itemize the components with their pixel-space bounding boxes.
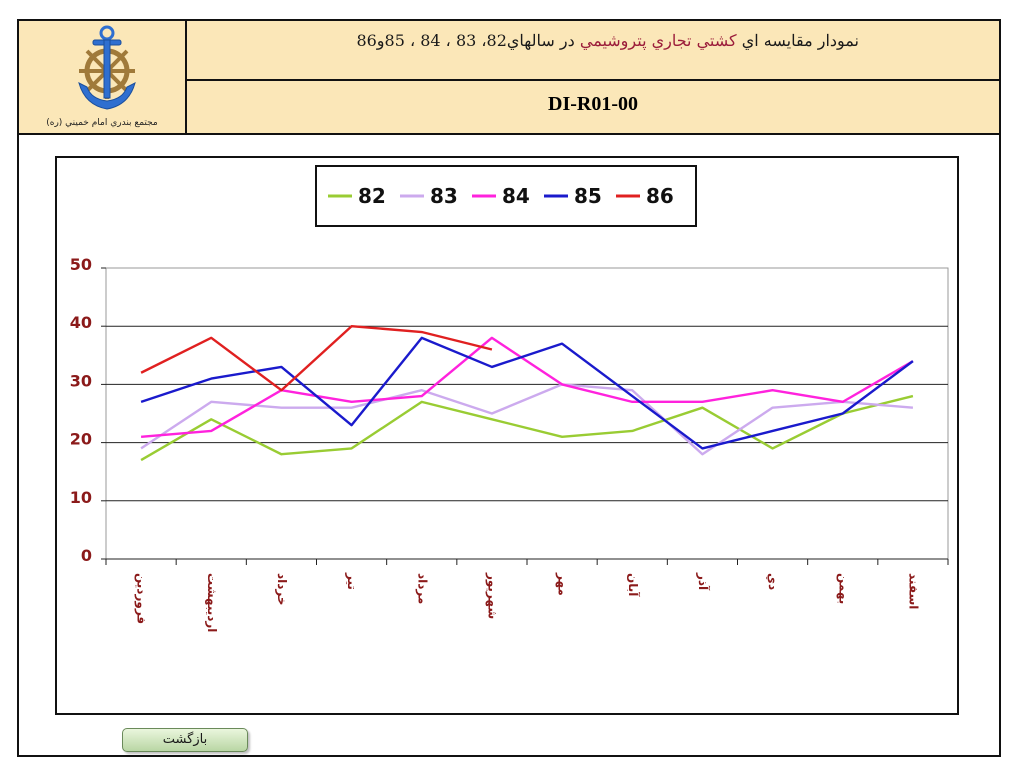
- x-tick-label: اسفند: [906, 573, 920, 609]
- legend-label: 86: [646, 184, 674, 208]
- x-tick-label: دي: [766, 573, 780, 590]
- series-line-82: [140, 394, 914, 462]
- y-tick-label: 10: [70, 488, 92, 507]
- x-tick-label: آذر: [696, 572, 711, 591]
- back-button[interactable]: بازگشت: [122, 728, 248, 752]
- series-line-84: [140, 336, 914, 438]
- title-cell: نمودار مقايسه اي كشتي تجاري پتروشيمي در …: [187, 21, 999, 81]
- legend-label: 84: [502, 184, 530, 208]
- series-line-83: [140, 383, 914, 456]
- y-tick-label: 50: [70, 255, 92, 274]
- logo-cell: مجتمع بندري امام خميني (ره): [19, 21, 187, 133]
- logo-caption: مجتمع بندري امام خميني (ره): [46, 118, 158, 128]
- legend-label: 85: [574, 184, 602, 208]
- x-tick-label: فروردين: [134, 573, 149, 624]
- anchor-logo-icon: [78, 25, 136, 110]
- y-tick-label: 30: [70, 371, 92, 390]
- plot-area: 0 10 20 30 40 50 فروردين ارديبهشت خرداد تير مرداد ش…: [70, 255, 949, 632]
- y-tick-label: 20: [70, 430, 92, 449]
- y-tick-label: 40: [70, 313, 92, 332]
- x-tick-label: آبان: [626, 573, 641, 597]
- line-chart: 82 83 84 85 86 0 10 20 30 40 50 فروردين ارديبهشت خرد…: [70, 165, 949, 632]
- title-suffix: در سالهاي82، 83 ، 84 ، 85و86: [356, 31, 580, 50]
- page-title: نمودار مقايسه اي كشتي تجاري پتروشيمي در …: [356, 31, 859, 50]
- chart-legend: 82 83 84 85 86: [315, 165, 697, 227]
- code-cell: DI-R01-00: [187, 81, 999, 133]
- y-tick-label: 0: [81, 546, 92, 565]
- document-code: DI-R01-00: [548, 93, 638, 115]
- x-tick-label: مرداد: [415, 573, 429, 604]
- header: مجتمع بندري امام خميني (ره) نمودار مقايس…: [17, 19, 1001, 135]
- series-line-85: [140, 336, 914, 450]
- x-tick-label: بهمن: [836, 573, 850, 604]
- x-tick-label: شهريور: [484, 572, 499, 619]
- x-tick-label: ارديبهشت: [205, 573, 219, 632]
- x-tick-label: خرداد: [275, 573, 289, 606]
- title-prefix: نمودار مقايسه اي: [736, 31, 859, 50]
- legend-label: 82: [358, 184, 386, 208]
- title-highlight: كشتي تجاري پتروشيمي: [579, 31, 737, 50]
- plot-border: [105, 267, 949, 560]
- x-tick-label: مهر: [556, 572, 570, 596]
- x-tick-label: تير: [345, 572, 359, 590]
- series-line-86: [140, 324, 493, 392]
- legend-label: 83: [430, 184, 458, 208]
- chart-container: 82 83 84 85 86 0 10 20 30 40 50 فروردين ارديبهشت خرد…: [55, 156, 959, 715]
